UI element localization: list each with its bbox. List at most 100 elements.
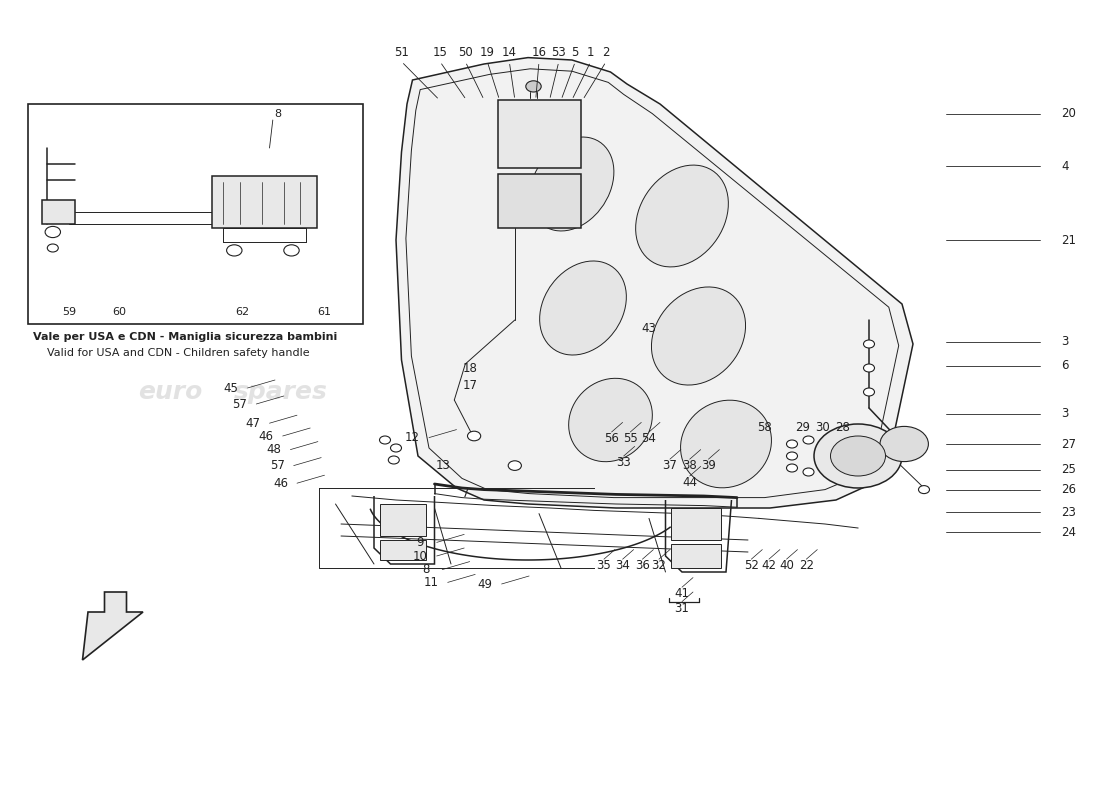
Text: 8: 8 xyxy=(422,563,429,576)
Text: 55: 55 xyxy=(623,432,638,445)
Text: spares: spares xyxy=(233,380,328,404)
Text: 54: 54 xyxy=(641,432,657,445)
FancyBboxPatch shape xyxy=(28,104,363,324)
Text: 53: 53 xyxy=(551,46,566,58)
Ellipse shape xyxy=(530,137,614,231)
Bar xyxy=(379,504,426,536)
Text: 57: 57 xyxy=(270,459,285,472)
Circle shape xyxy=(803,468,814,476)
Circle shape xyxy=(468,431,481,441)
Text: 9: 9 xyxy=(417,536,424,549)
Text: 2: 2 xyxy=(603,46,609,58)
Circle shape xyxy=(508,461,521,470)
Text: 1: 1 xyxy=(587,46,594,58)
Text: 27: 27 xyxy=(1062,438,1077,450)
Text: 42: 42 xyxy=(761,559,777,572)
PathPatch shape xyxy=(396,58,913,508)
Text: 58: 58 xyxy=(757,421,772,434)
Text: 12: 12 xyxy=(405,431,420,444)
Text: 4: 4 xyxy=(1062,160,1069,173)
Text: spares: spares xyxy=(745,380,839,404)
Text: 56: 56 xyxy=(604,432,619,445)
Text: 25: 25 xyxy=(1062,463,1077,476)
Text: 30: 30 xyxy=(815,421,830,434)
Text: 16: 16 xyxy=(531,46,547,58)
Text: 61: 61 xyxy=(318,307,331,317)
Text: 40: 40 xyxy=(779,559,794,572)
Text: 60: 60 xyxy=(112,307,125,317)
Text: 8: 8 xyxy=(275,109,282,118)
Ellipse shape xyxy=(681,400,771,488)
Text: 37: 37 xyxy=(662,459,678,472)
Circle shape xyxy=(918,486,930,494)
Text: 34: 34 xyxy=(615,559,630,572)
Text: 24: 24 xyxy=(1062,526,1077,538)
Text: 45: 45 xyxy=(223,382,239,394)
Text: 10: 10 xyxy=(412,550,428,562)
Text: 44: 44 xyxy=(682,476,697,489)
Text: 46: 46 xyxy=(273,477,288,490)
Ellipse shape xyxy=(636,165,728,267)
Text: 46: 46 xyxy=(258,430,274,442)
Text: 20: 20 xyxy=(1062,107,1077,120)
Text: 18: 18 xyxy=(462,362,477,374)
Bar xyxy=(498,174,581,228)
Text: 21: 21 xyxy=(1062,234,1077,246)
Text: 38: 38 xyxy=(682,459,697,472)
Circle shape xyxy=(379,436,390,444)
Ellipse shape xyxy=(540,261,626,355)
Text: 13: 13 xyxy=(436,459,451,472)
Text: 26: 26 xyxy=(1062,483,1077,496)
Text: 3: 3 xyxy=(1062,407,1069,420)
Text: Vale per USA e CDN - Maniglia sicurezza bambini: Vale per USA e CDN - Maniglia sicurezza … xyxy=(33,332,338,342)
Circle shape xyxy=(284,245,299,256)
Text: 19: 19 xyxy=(480,46,495,58)
Circle shape xyxy=(390,444,402,452)
Text: 35: 35 xyxy=(596,559,612,572)
Bar xyxy=(42,200,75,224)
Text: 43: 43 xyxy=(641,322,657,334)
Circle shape xyxy=(864,388,874,396)
Text: 36: 36 xyxy=(635,559,650,572)
Circle shape xyxy=(880,426,928,462)
Text: 29: 29 xyxy=(795,421,811,434)
Circle shape xyxy=(830,436,886,476)
Circle shape xyxy=(786,440,798,448)
Text: 14: 14 xyxy=(502,46,517,58)
Circle shape xyxy=(864,364,874,372)
Text: 62: 62 xyxy=(235,307,249,317)
Text: 52: 52 xyxy=(744,559,759,572)
Bar xyxy=(498,100,581,168)
Text: 5: 5 xyxy=(572,46,579,58)
Text: 7: 7 xyxy=(462,487,469,500)
Text: 15: 15 xyxy=(432,46,448,58)
Circle shape xyxy=(803,436,814,444)
Bar xyxy=(212,176,317,228)
Text: 51: 51 xyxy=(394,46,409,58)
Text: 41: 41 xyxy=(674,587,690,600)
Text: Valid for USA and CDN - Children safety handle: Valid for USA and CDN - Children safety … xyxy=(47,348,310,358)
Text: 49: 49 xyxy=(477,578,493,590)
Circle shape xyxy=(786,452,798,460)
Text: 3: 3 xyxy=(1062,335,1069,348)
Text: 31: 31 xyxy=(674,602,690,614)
Text: euro: euro xyxy=(139,380,202,404)
Ellipse shape xyxy=(651,287,746,385)
Text: 32: 32 xyxy=(651,559,667,572)
Text: 48: 48 xyxy=(266,443,282,456)
Polygon shape xyxy=(82,592,143,660)
Circle shape xyxy=(45,226,60,238)
Text: euro: euro xyxy=(650,380,714,404)
Bar xyxy=(379,540,426,560)
Text: 11: 11 xyxy=(424,576,439,589)
Text: 17: 17 xyxy=(462,379,477,392)
Ellipse shape xyxy=(569,378,652,462)
Circle shape xyxy=(786,464,798,472)
Text: 28: 28 xyxy=(835,421,850,434)
Circle shape xyxy=(864,340,874,348)
Circle shape xyxy=(227,245,242,256)
Text: 47: 47 xyxy=(245,417,261,430)
Circle shape xyxy=(47,244,58,252)
Bar xyxy=(671,508,720,540)
Text: 57: 57 xyxy=(232,398,248,410)
